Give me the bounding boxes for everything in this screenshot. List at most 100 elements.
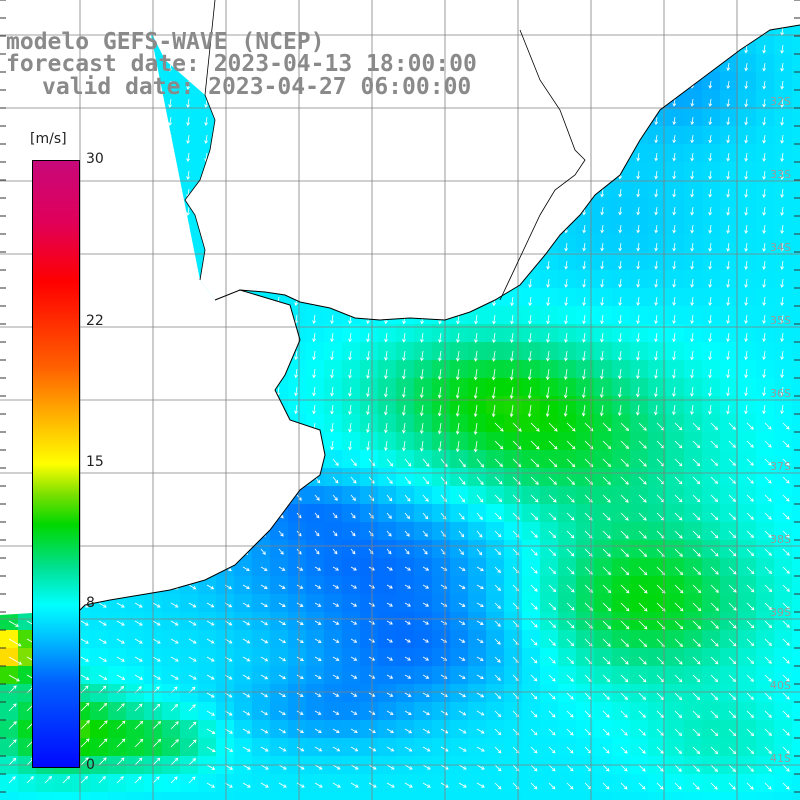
wind-arrow [187,152,190,162]
wind-arrow [727,62,730,71]
wind-arrow-head [780,50,785,54]
wind-arrow [691,152,694,161]
wind-arrow [727,80,730,89]
wind-arrow [763,134,766,144]
wind-arrow [619,206,622,215]
field-cell [108,774,127,793]
field-cell [792,450,800,469]
wind-arrow-head [780,176,784,180]
wind-arrow [781,44,784,54]
field-cell [18,792,37,800]
wind-arrow-head [762,49,767,54]
wind-arrow-head [762,103,767,108]
wind-arrow-head [690,103,695,107]
field-cell [792,630,800,649]
wind-arrow-head [672,211,677,216]
wind-arrow-head [654,229,659,234]
wind-arrow [745,62,748,71]
wind-arrow [709,224,712,233]
wind-arrow [187,98,190,108]
wind-arrow-head [744,212,749,216]
wind-arrow-head [708,139,713,144]
wind-arrow-head [204,122,208,126]
wind-arrow [745,206,748,216]
wind-arrow [781,98,784,107]
wind-arrow [187,116,190,126]
wind-arrow [691,98,694,107]
wind-arrow [637,188,640,197]
wind-arrow-head [186,140,190,144]
wind-arrow-head [780,158,784,162]
wind-arrow-head [726,67,731,72]
wind-arrow-head [618,229,623,234]
wind-arrow-head [168,122,172,126]
field-cell [792,432,800,451]
field-cell [468,792,487,800]
wind-arrow-head [582,229,587,234]
field-cell [792,72,800,91]
wind-arrow [727,224,730,234]
wind-arrow-head [672,175,677,180]
wind-arrow [745,170,748,180]
wind-arrow [655,116,658,125]
wind-arrow [727,188,730,198]
wind-arrow-head [762,230,766,234]
field-cell [792,738,800,757]
field-cell [792,792,800,800]
wind-arrow [709,206,712,215]
wind-arrow [763,116,766,125]
field-cell [792,198,800,217]
wind-arrow [763,170,766,180]
wind-arrow-head [744,103,749,108]
wind-arrow [763,188,766,198]
field-cell [792,36,800,55]
wind-arrow [169,98,172,108]
wind-arrow [727,170,730,180]
field-cell [792,252,800,271]
wind-arrow-head [762,176,767,180]
wind-arrow [709,170,712,179]
wind-arrow-head [654,175,659,180]
wind-arrow-head [654,157,659,162]
wind-arrow-head [744,176,749,180]
wind-arrow-head [600,229,605,234]
field-cell [72,792,91,800]
wind-arrow-head [582,211,587,216]
field-cell [756,792,775,800]
wind-arrow-head [744,139,749,144]
wind-arrow-head [186,212,190,216]
wind-arrow-head [708,211,713,216]
field-cell [594,792,613,800]
wind-arrow-head [744,49,749,54]
wind-arrow [727,152,730,161]
field-cell [108,792,127,800]
field-cell [684,792,703,800]
wind-arrow-head [726,176,731,180]
wind-arrow [655,170,658,179]
wind-arrow-head [726,85,731,90]
wind-arrow-head [672,139,677,144]
field-cell [90,792,109,800]
wind-arrow-head [726,230,731,234]
wind-arrow [745,188,748,198]
field-cell [216,792,235,800]
field-cell [792,342,800,361]
wind-arrow-head [726,103,731,108]
wind-arrow [691,116,694,125]
wind-arrow [781,116,784,126]
wind-arrow-head [672,103,677,107]
field-cell [414,792,433,800]
field-cell [792,396,800,415]
field-cell [792,360,800,379]
field-cell [792,324,800,343]
wind-arrow-head [690,229,695,234]
wind-arrow [781,62,784,71]
wind-arrow [781,134,784,144]
field-cell [666,792,685,800]
wind-arrow-head [708,121,713,126]
wind-arrow [709,134,712,143]
wind-arrow-head [186,86,190,90]
wind-arrow [781,224,784,234]
wind-arrow-head [780,194,784,198]
wind-arrow [745,44,748,53]
